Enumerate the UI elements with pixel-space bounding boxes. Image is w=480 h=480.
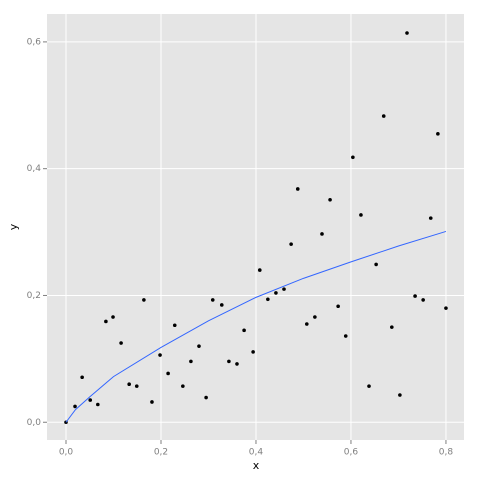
point xyxy=(172,323,177,328)
point xyxy=(343,334,348,338)
point xyxy=(242,328,246,333)
point xyxy=(428,216,433,220)
point xyxy=(166,371,170,376)
point xyxy=(73,404,77,409)
point xyxy=(181,384,185,388)
point xyxy=(398,393,402,397)
point xyxy=(444,306,448,310)
x-tick-label: 0,6 xyxy=(344,448,359,458)
fit-line xyxy=(65,230,447,423)
x-tick-label: 0,0 xyxy=(59,448,74,458)
point xyxy=(351,155,355,160)
point xyxy=(158,353,162,357)
point xyxy=(295,187,300,191)
point xyxy=(119,341,123,345)
y-axis-title: y xyxy=(7,223,20,230)
point xyxy=(374,262,378,267)
point xyxy=(227,359,231,364)
point xyxy=(336,304,340,309)
point xyxy=(127,382,131,387)
point xyxy=(405,31,409,35)
y-tick-label: 0,4 xyxy=(27,164,42,174)
point xyxy=(111,315,115,319)
point xyxy=(304,322,309,326)
x-tick-label: 0,2 xyxy=(154,448,168,458)
point xyxy=(204,395,208,400)
point xyxy=(257,268,262,272)
point xyxy=(96,402,100,407)
point xyxy=(381,114,386,118)
point xyxy=(235,362,239,366)
y-tick-label: 0,6 xyxy=(27,37,42,47)
point xyxy=(359,213,363,217)
x-tick-label: 0,4 xyxy=(249,448,264,458)
x-tick-label: 0,8 xyxy=(439,448,454,458)
point xyxy=(289,242,293,246)
point xyxy=(210,298,215,302)
point xyxy=(390,325,394,329)
point xyxy=(88,398,93,402)
point xyxy=(189,359,193,364)
x-axis-title: x xyxy=(253,459,260,472)
point xyxy=(313,315,317,319)
point xyxy=(436,132,440,136)
point xyxy=(421,298,425,302)
point xyxy=(266,297,270,302)
point xyxy=(282,287,286,291)
point xyxy=(219,303,224,307)
point xyxy=(104,319,108,324)
point xyxy=(251,350,255,354)
point xyxy=(274,291,278,295)
y-tick-label: 0,0 xyxy=(27,418,42,428)
point xyxy=(142,298,146,302)
point xyxy=(413,294,417,298)
point xyxy=(328,197,332,202)
point xyxy=(150,400,154,404)
point xyxy=(197,344,201,348)
point xyxy=(134,384,139,388)
point xyxy=(80,375,84,380)
y-tick-label: 0,2 xyxy=(27,291,41,301)
point xyxy=(367,384,371,388)
point xyxy=(320,232,324,236)
